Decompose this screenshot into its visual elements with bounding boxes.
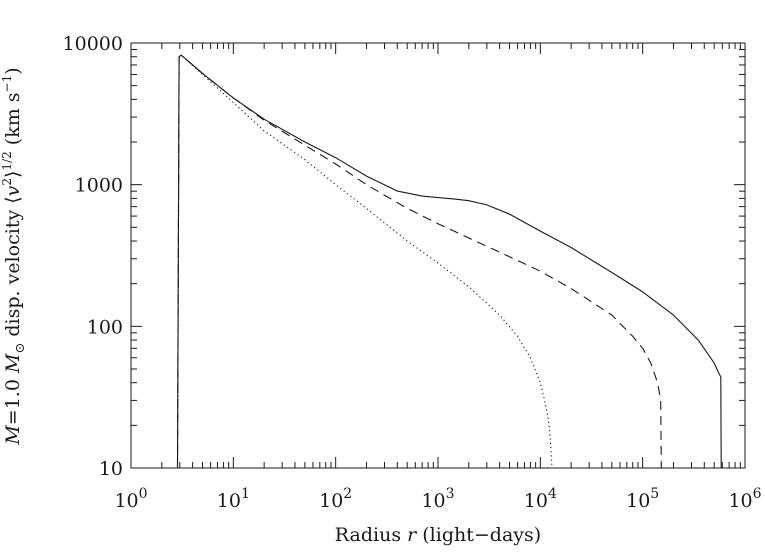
- x-axis-label: Radius r (light−days): [335, 524, 541, 546]
- y-tick-labels: 10 100 1000 10000: [63, 33, 123, 480]
- x-tick-label: 101: [217, 486, 250, 512]
- series-layer: [176, 54, 722, 469]
- x-tick-label: 102: [319, 486, 352, 512]
- y-tick-label: 100: [87, 316, 123, 338]
- series-line-dashed: [176, 54, 662, 469]
- x-tick-label: 106: [728, 486, 761, 512]
- tick-marks: [130, 43, 745, 469]
- plot-frame: [130, 42, 746, 469]
- y-tick-label: 1000: [75, 175, 123, 197]
- y-tick-label: 10: [99, 458, 123, 480]
- x-tick-label: 103: [421, 486, 454, 512]
- y-tick-label: 10000: [63, 33, 123, 55]
- x-tick-label: 105: [626, 486, 659, 512]
- y-axis-label: M=1.0 M⊙ disp. velocity ⟨v2⟩1/2 (km s−1): [0, 67, 28, 445]
- x-tick-labels: 100 101 102 103 104 105 106: [114, 486, 761, 512]
- x-tick-label: 104: [524, 486, 557, 512]
- x-tick-label: 100: [114, 486, 147, 512]
- series-line-dotted: [176, 54, 553, 469]
